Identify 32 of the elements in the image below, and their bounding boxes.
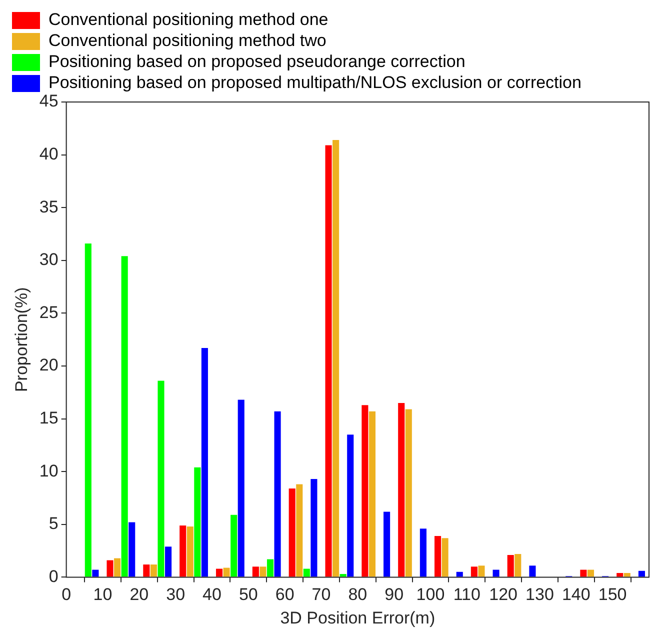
x-tick-label: 110 — [453, 585, 480, 604]
y-tick-label: 0 — [48, 566, 58, 586]
legend-label: Conventional positioning method two — [48, 31, 326, 50]
y-tick-label: 30 — [39, 250, 58, 270]
x-tick-label: 90 — [384, 585, 404, 604]
x-axis-title: 3D Position Error(m) — [280, 608, 436, 628]
x-tick-label: 60 — [275, 585, 294, 604]
x-tick-label: 140 — [562, 585, 590, 604]
y-tick-label: 25 — [39, 302, 58, 322]
x-tick-label: 130 — [526, 585, 554, 604]
legend-label: Positioning based on proposed multipath/NLOS exclusion or correction — [48, 73, 582, 92]
x-tick-label: 50 — [238, 585, 258, 604]
legend-label: Conventional positioning method one — [48, 10, 328, 30]
y-tick-label: 45 — [39, 92, 58, 111]
x-tick-label: 150 — [598, 585, 627, 604]
y-tick-label: 15 — [39, 408, 58, 428]
x-tick-label: 120 — [489, 585, 518, 604]
x-tick-label: 30 — [166, 585, 186, 604]
x-tick-label: 100 — [416, 585, 445, 604]
x-tick-label: 80 — [348, 585, 368, 604]
x-tick-label: 0 — [62, 585, 72, 604]
y-tick-label: 35 — [39, 197, 58, 216]
x-tick-label: 20 — [130, 585, 149, 604]
y-tick-label: 10 — [39, 461, 58, 480]
x-tick-label: 40 — [202, 585, 222, 604]
x-tick-label: 70 — [312, 585, 331, 604]
y-tick-label: 40 — [39, 144, 58, 164]
y-tick-label: 5 — [48, 514, 58, 534]
x-tick-label: 10 — [93, 585, 112, 604]
legend-label: Positioning based on proposed pseudorange correction — [48, 52, 466, 72]
y-tick-label: 20 — [39, 356, 58, 375]
y-axis-title: Proportion(%) — [12, 287, 31, 392]
